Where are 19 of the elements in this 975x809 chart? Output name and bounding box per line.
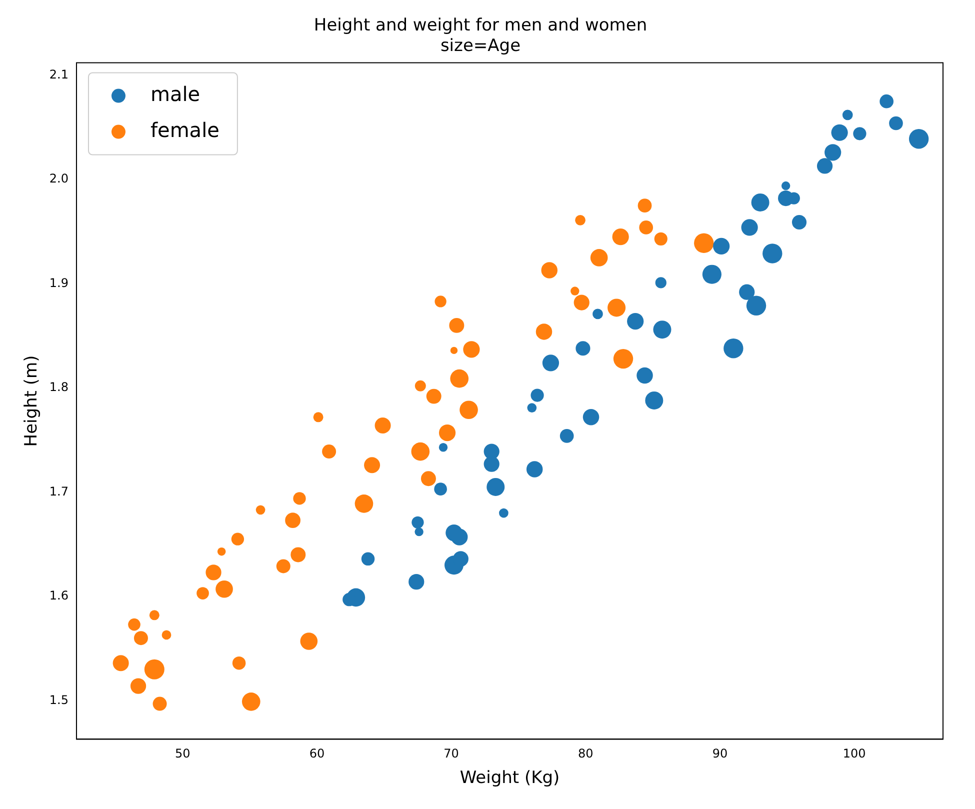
y-tick-label: 1.5 (49, 692, 68, 707)
x-axis-title: Weight (Kg) (460, 768, 560, 788)
x-tick-label: 100 (842, 746, 866, 761)
y-axis-title: Height (m) (22, 355, 42, 447)
x-tick-label: 70 (444, 746, 459, 761)
x-tick-label: 60 (309, 746, 325, 761)
y-tick-label: 2.0 (49, 172, 68, 186)
chart-subtitle: size=Age (440, 36, 521, 56)
y-tick-label: 1.7 (49, 484, 68, 498)
y-tick-label: 2.1 (49, 67, 68, 82)
chart-title: Height and weight for men and women (314, 16, 648, 36)
y-tick-label: 1.9 (49, 276, 68, 290)
y-tick-label: 1.6 (49, 588, 68, 603)
y-tick-label: 1.8 (49, 380, 68, 394)
legend-label: male (150, 82, 200, 106)
legend-label: female (150, 118, 220, 142)
x-tick-label: 50 (174, 746, 190, 761)
x-tick-label: 80 (578, 746, 594, 761)
x-tick-label: 90 (712, 746, 728, 761)
